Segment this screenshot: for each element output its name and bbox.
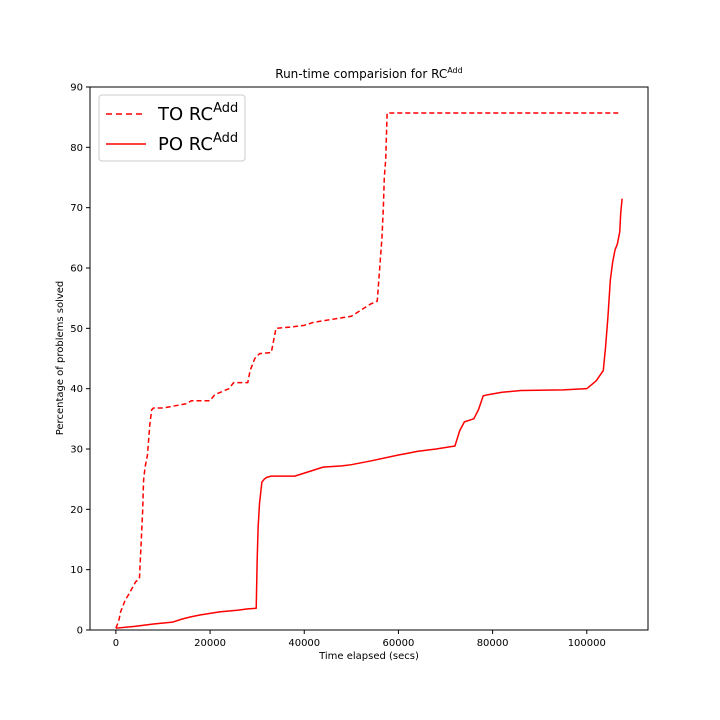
- y-tick-label: 40: [70, 384, 83, 395]
- x-tick-label: 40000: [288, 638, 320, 649]
- y-tick-label: 70: [70, 203, 83, 214]
- x-tick-label: 0: [113, 638, 119, 649]
- y-tick-label: 0: [77, 626, 83, 637]
- x-tick-label: 80000: [477, 638, 509, 649]
- y-tick-label: 60: [70, 264, 83, 275]
- plot-area: [90, 87, 648, 630]
- y-axis-label: Percentage of problems solved: [55, 281, 66, 436]
- x-tick-label: 20000: [194, 638, 226, 649]
- y-axis: 0 10 20 30 40 50 60 70 80 90: [70, 83, 90, 637]
- y-tick-label: 30: [70, 445, 83, 456]
- legend: TO RCAdd PO RCAdd: [98, 94, 246, 162]
- series-layer: [115, 112, 623, 629]
- legend-label-to: TO RCAdd: [157, 101, 238, 125]
- legend-label-po: PO RCAdd: [158, 131, 238, 155]
- y-tick-label: 80: [70, 143, 83, 154]
- x-axis: 0 20000 40000 60000 80000 100000: [113, 630, 606, 649]
- plot-frame: [89, 86, 649, 631]
- x-tick-label: 60000: [383, 638, 415, 649]
- y-tick-label: 20: [70, 505, 83, 516]
- series-line-to: [115, 112, 620, 629]
- series-line-po: [115, 198, 623, 629]
- y-tick-label: 90: [70, 83, 83, 94]
- chart-title: Run-time comparision for RCAdd: [275, 66, 462, 81]
- x-tick-label: 100000: [568, 638, 606, 649]
- y-tick-label: 50: [70, 324, 83, 335]
- y-tick-label: 10: [70, 565, 83, 576]
- x-axis-label: Time elapsed (secs): [318, 651, 419, 662]
